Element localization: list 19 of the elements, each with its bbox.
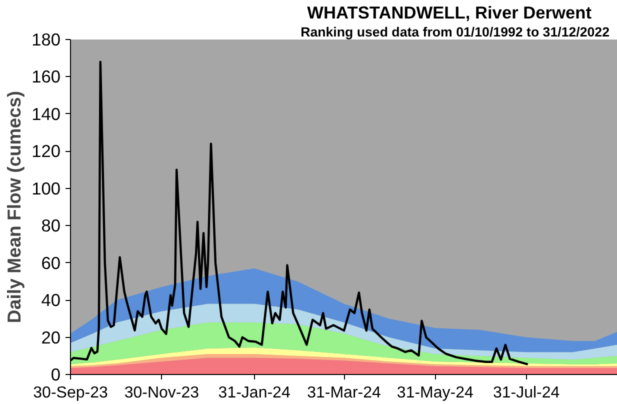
y-tick-label: 140: [32, 104, 61, 124]
y-tick-label: 120: [32, 141, 61, 162]
chart-title: WHATSTANDWELL, River Derwent: [307, 2, 592, 22]
y-tick-label: 20: [41, 327, 61, 348]
x-tick-label: 31-May-24: [396, 384, 474, 402]
y-axis-title: Daily Mean Flow (cumecs): [4, 90, 25, 324]
y-tick-label: 160: [32, 66, 61, 87]
x-tick-label: 31-Mar-24: [307, 384, 382, 402]
y-tick-label: 180: [32, 30, 61, 50]
chart-subtitle: Ranking used data from 01/10/1992 to 31/12/2022: [300, 24, 610, 40]
x-tick-label: 30-Nov-23: [124, 384, 200, 402]
y-tick-label: 100: [32, 178, 61, 198]
y-tick-label: 40: [41, 290, 61, 310]
x-tick-label: 31-Jan-24: [218, 384, 290, 402]
x-tick-label: 30-Sep-23: [33, 384, 108, 402]
x-tick-label: 31-Jul-24: [492, 384, 560, 402]
y-tick-label: 0: [50, 364, 61, 384]
y-tick-label: 80: [41, 216, 61, 236]
y-tick-label: 60: [41, 252, 61, 273]
